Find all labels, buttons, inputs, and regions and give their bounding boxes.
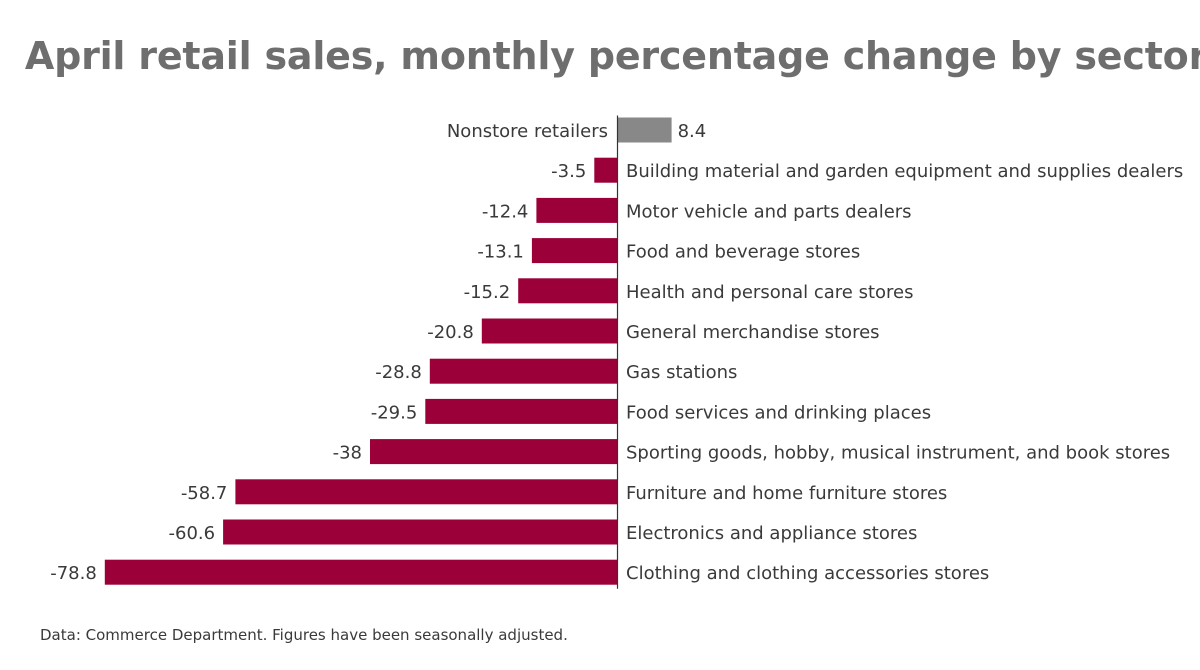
value-label: -3.5 xyxy=(551,161,586,182)
value-label: -28.8 xyxy=(375,362,422,383)
category-label: Electronics and appliance stores xyxy=(626,523,917,544)
value-label: -58.7 xyxy=(181,483,228,504)
category-label: General merchandise stores xyxy=(626,322,880,343)
value-label: -38 xyxy=(333,443,362,464)
bar xyxy=(370,439,617,465)
category-label: Building material and garden equipment a… xyxy=(626,161,1183,182)
bar xyxy=(223,519,617,545)
category-label: Food services and drinking places xyxy=(626,402,931,423)
bar xyxy=(594,157,618,183)
bar xyxy=(481,318,617,344)
chart-title: April retail sales, monthly percentage c… xyxy=(24,34,1200,78)
category-label: Nonstore retailers xyxy=(447,121,608,142)
category-label: Furniture and home furniture stores xyxy=(626,483,947,504)
value-label: -78.8 xyxy=(50,563,97,584)
value-label: -20.8 xyxy=(427,322,474,343)
bar xyxy=(425,398,618,424)
category-label: Gas stations xyxy=(626,362,737,383)
category-label: Health and personal care stores xyxy=(626,282,914,303)
category-label: Motor vehicle and parts dealers xyxy=(626,201,912,222)
category-label: Food and beverage stores xyxy=(626,242,860,263)
value-label: 8.4 xyxy=(678,121,707,142)
value-label: -15.2 xyxy=(464,282,511,303)
value-label: -12.4 xyxy=(482,201,529,222)
category-label: Clothing and clothing accessories stores xyxy=(626,563,989,584)
bar xyxy=(104,559,618,585)
category-label: Sporting goods, hobby, musical instrumen… xyxy=(626,443,1170,464)
source-note: Data: Commerce Department. Figures have … xyxy=(40,626,568,644)
value-label: -13.1 xyxy=(477,242,524,263)
bar xyxy=(235,479,617,505)
bar xyxy=(531,238,617,264)
bar xyxy=(617,117,672,143)
value-label: -29.5 xyxy=(371,402,418,423)
value-label: -60.6 xyxy=(169,523,216,544)
bar xyxy=(429,358,617,384)
bar xyxy=(518,278,617,304)
bar xyxy=(536,197,617,223)
